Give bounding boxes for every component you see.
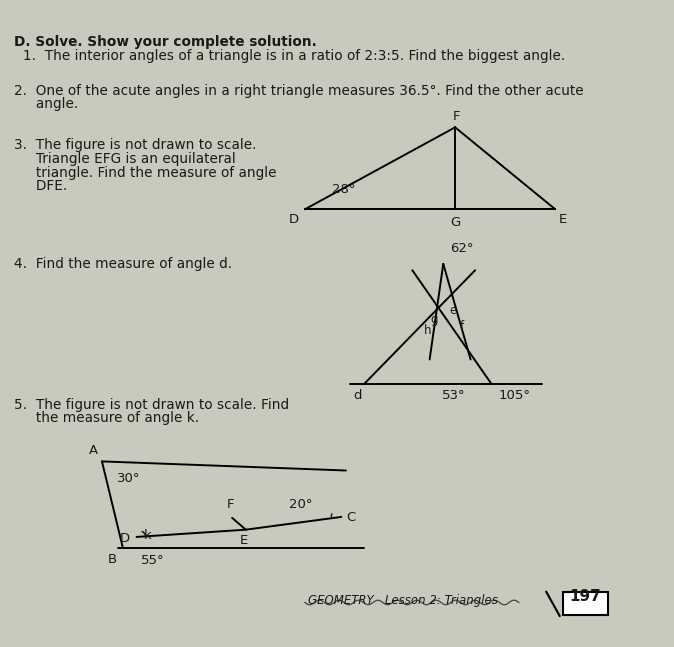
Text: D. Solve. Show your complete solution.: D. Solve. Show your complete solution.	[13, 36, 316, 49]
Text: 28°: 28°	[332, 182, 356, 195]
Text: 53°: 53°	[442, 389, 466, 402]
Text: 3.  The figure is not drawn to scale.: 3. The figure is not drawn to scale.	[13, 138, 256, 152]
Text: C: C	[346, 511, 355, 524]
Text: G: G	[450, 215, 460, 228]
Text: f: f	[460, 320, 464, 333]
Text: d: d	[353, 389, 362, 402]
Text: D: D	[120, 532, 130, 545]
Text: F: F	[453, 110, 461, 123]
Text: 30°: 30°	[117, 472, 140, 485]
Text: the measure of angle k.: the measure of angle k.	[13, 411, 199, 425]
Text: 197: 197	[570, 589, 601, 604]
Text: E: E	[240, 534, 248, 547]
Text: 5.  The figure is not drawn to scale. Find: 5. The figure is not drawn to scale. Fin…	[13, 398, 288, 411]
Text: D: D	[288, 213, 299, 226]
Text: g: g	[430, 313, 438, 326]
Text: 105°: 105°	[499, 389, 531, 402]
Text: 2.  One of the acute angles in a right triangle measures 36.5°. Find the other a: 2. One of the acute angles in a right tr…	[13, 83, 583, 98]
Text: triangle. Find the measure of angle: triangle. Find the measure of angle	[13, 166, 276, 180]
Text: 20°: 20°	[289, 498, 313, 512]
Text: 4.  Find the measure of angle d.: 4. Find the measure of angle d.	[13, 257, 232, 270]
Text: DFE.: DFE.	[13, 179, 67, 193]
Text: e: e	[450, 304, 457, 317]
Text: F: F	[226, 498, 234, 512]
Text: 1.  The interior angles of a triangle is in a ratio of 2:3:5. Find the biggest a: 1. The interior angles of a triangle is …	[23, 49, 565, 63]
Text: B: B	[107, 553, 117, 566]
Text: GEOMETRY   Lesson 2: Triangles: GEOMETRY Lesson 2: Triangles	[307, 594, 497, 607]
Text: Triangle EFG is an equilateral: Triangle EFG is an equilateral	[13, 152, 235, 166]
Text: E: E	[559, 213, 567, 226]
Text: A: A	[89, 444, 98, 457]
Bar	[563, 591, 608, 615]
Text: 62°: 62°	[450, 242, 473, 255]
Text: angle.: angle.	[13, 97, 78, 111]
Text: h: h	[424, 324, 431, 337]
Text: 55°: 55°	[141, 554, 164, 567]
Text: k: k	[144, 529, 152, 542]
